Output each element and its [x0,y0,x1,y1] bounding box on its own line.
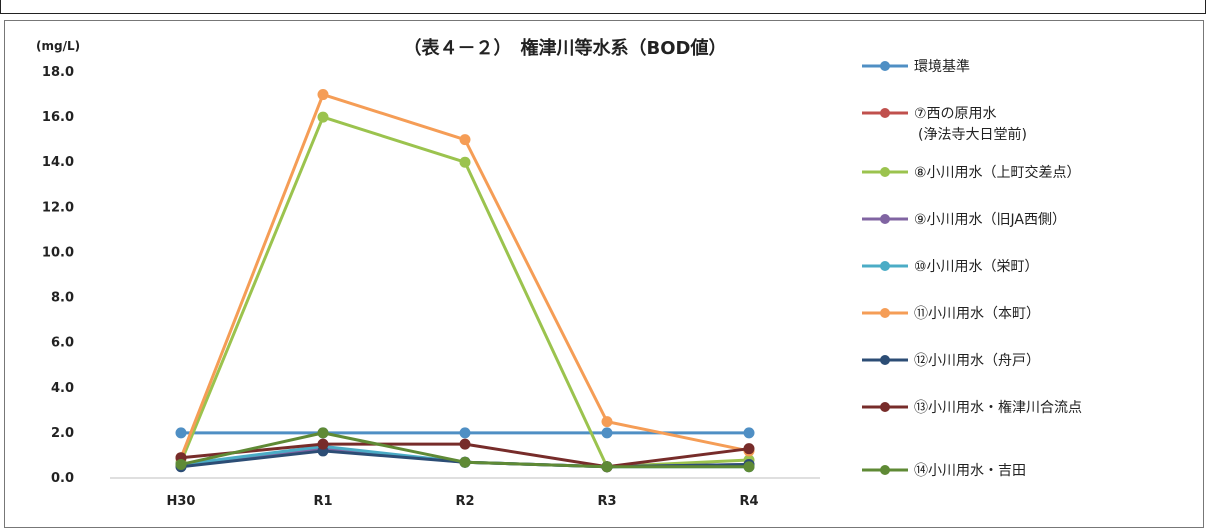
legend-label: ⑫小川用水（舟戸） [914,353,1040,369]
legend-swatch-marker [880,355,890,365]
y-tick-label: 14.0 [42,155,74,170]
axis-layer: 0.0 2.0 4.0 6.0 8.0 10.0 12.0 14.0 16.0 18.0 H30 R1… [42,65,820,509]
chart-frame [4,20,1204,528]
y-tick-label: 16.0 [42,110,74,125]
legend-item: ⑩小川用水（栄町） [862,259,1039,275]
legend-label: ⑧小川用水（上町交差点） [914,164,1081,181]
data-point [459,156,471,168]
legend: 環境基準 ⑦西の原用水(浄法寺大日堂前) ⑧小川用水（上町交差点） ⑨小川用水（旧JA… [862,58,1082,479]
legend-swatch-marker [880,308,890,318]
legend-label: 環境基準 [914,58,970,75]
chart-title: （表４－２） 権津川等水系（BOD値） [404,37,727,59]
y-tick-label: 18.0 [42,65,74,80]
data-point [601,416,613,428]
legend-label: ⑬小川用水・権津川合流点 [914,399,1082,416]
legend-swatch-marker [880,214,890,224]
legend-label: ⑦西の原用水(浄法寺大日堂前) [914,106,1027,143]
y-tick-label: 10.0 [42,245,74,260]
data-point [601,461,613,473]
legend-label: ⑪小川用水（本町） [914,306,1040,322]
series-3 [175,111,755,473]
y-tick-label: 12.0 [42,200,74,215]
legend-item: ⑪小川用水（本町） [862,306,1040,322]
x-tick-label: R4 [739,494,758,509]
legend-label: ⑭小川用水・吉田 [914,463,1026,479]
data-point [743,443,755,455]
y-tick-label: 4.0 [51,381,74,396]
legend-label: ⑩小川用水（栄町） [914,259,1039,275]
series-line [179,93,750,459]
legend-item: ⑫小川用水（舟戸） [862,353,1040,369]
legend-item: ⑦西の原用水(浄法寺大日堂前) [862,106,1027,143]
data-point [175,458,187,470]
series-8 [175,438,755,473]
data-point [317,438,329,450]
x-tick-label: R2 [455,494,474,509]
data-point [743,461,755,473]
y-tick-label: 0.0 [51,471,74,486]
data-point [317,111,329,123]
series-9 [175,427,755,473]
data-point [601,427,613,439]
data-point [317,427,329,439]
data-point [459,438,471,450]
legend-swatch-marker [880,61,890,71]
data-point [459,427,471,439]
legend-swatch-marker [880,261,890,271]
data-point [743,427,755,439]
data-point [175,427,187,439]
x-tick-label: H30 [167,494,196,509]
y-tick-label: 8.0 [51,291,74,306]
legend-item: ⑧小川用水（上町交差点） [862,164,1081,181]
legend-item: ⑬小川用水・権津川合流点 [862,399,1082,416]
legend-item: 環境基準 [862,58,970,75]
legend-swatch-marker [880,167,890,177]
x-tick-label: R3 [597,494,616,509]
legend-item: ⑭小川用水・吉田 [862,463,1026,479]
y-axis-unit-label: (mg/L) [36,39,80,53]
legend-swatch-marker [880,402,890,412]
y-tick-label: 2.0 [51,426,74,441]
series-6 [175,89,755,464]
legend-swatch-marker [880,465,890,475]
series-layer [175,89,755,473]
data-point [459,134,471,146]
series-line [179,115,750,469]
data-point [317,89,329,101]
legend-label: ⑨小川用水（旧JA西側） [914,212,1066,228]
top-border [0,0,1206,14]
y-tick-label: 6.0 [51,336,74,351]
data-point [459,456,471,468]
legend-swatch-marker [880,108,890,118]
legend-item: ⑨小川用水（旧JA西側） [862,212,1066,228]
x-tick-label: R1 [313,494,332,509]
